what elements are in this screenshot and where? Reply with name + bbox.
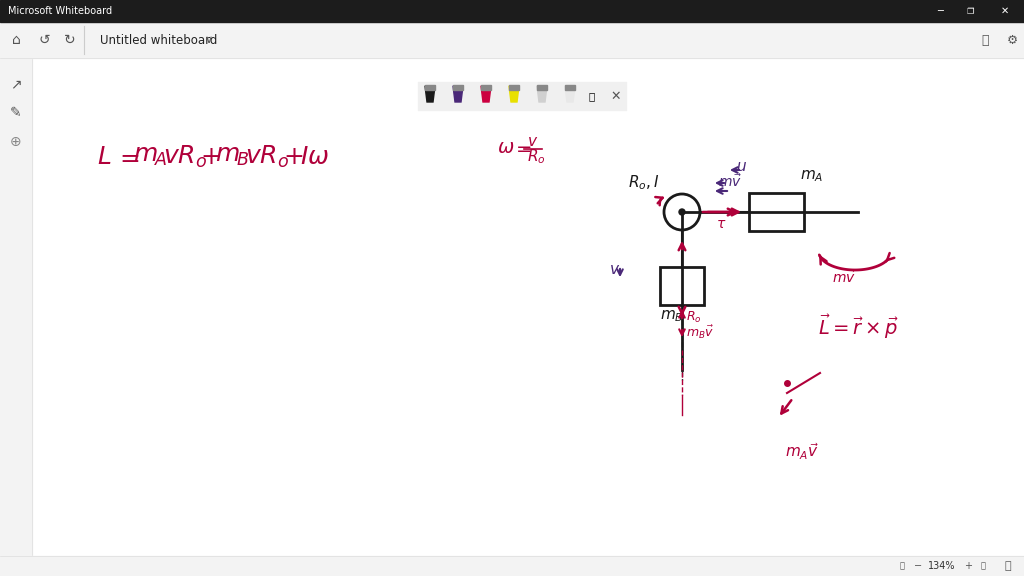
Text: $\tau$: $\tau$	[716, 217, 726, 231]
Polygon shape	[453, 86, 463, 102]
Bar	[425, 85, 435, 90]
Polygon shape	[565, 86, 575, 102]
Text: −: −	[914, 561, 922, 571]
Text: $v R_o$: $v R_o$	[163, 144, 207, 170]
Bar	[0, 58, 32, 556]
Text: ⌂: ⌂	[11, 33, 20, 47]
Bar	[0, 22, 1024, 58]
Text: $m\vec{v}$: $m\vec{v}$	[831, 270, 856, 286]
Text: 134%: 134%	[928, 561, 955, 571]
Text: ↺: ↺	[38, 33, 50, 47]
Polygon shape	[425, 86, 435, 102]
Bar	[509, 85, 519, 90]
Text: Microsoft Whiteboard: Microsoft Whiteboard	[8, 6, 112, 16]
Text: $m_{\!A}$: $m_{\!A}$	[133, 146, 167, 169]
Bar	[749, 193, 804, 231]
Bar	[0, 556, 1024, 576]
Text: $R_o$: $R_o$	[527, 147, 546, 166]
Text: ↻: ↻	[65, 33, 76, 47]
Text: $v R_o$: $v R_o$	[245, 144, 289, 170]
Text: $R_o$: $R_o$	[686, 309, 701, 324]
Bar	[32, 58, 1024, 556]
Text: Untitled whiteboard: Untitled whiteboard	[100, 33, 217, 47]
Text: $L$: $L$	[97, 146, 112, 169]
Text: ✕: ✕	[610, 89, 622, 103]
Text: $m_B$: $m_B$	[660, 308, 683, 324]
Text: $=$: $=$	[512, 139, 532, 157]
Text: 🔍: 🔍	[589, 91, 595, 101]
Text: $m\vec{v}$: $m\vec{v}$	[718, 174, 742, 190]
Text: $I\omega$: $I\omega$	[300, 146, 329, 169]
Text: ─: ─	[937, 6, 943, 16]
Text: $v$: $v$	[609, 263, 621, 277]
Polygon shape	[481, 86, 490, 102]
Circle shape	[679, 209, 685, 215]
Text: ⚙: ⚙	[1007, 33, 1018, 47]
Text: ⊕: ⊕	[10, 135, 22, 149]
Bar	[453, 85, 463, 90]
Text: $R_o, I$: $R_o, I$	[628, 173, 659, 192]
Text: $+$: $+$	[283, 146, 303, 169]
Text: $m_A\vec{v}$: $m_A\vec{v}$	[785, 442, 819, 463]
Text: $m_A$: $m_A$	[800, 168, 823, 184]
Bar	[481, 85, 490, 90]
Text: $m_B\vec{v}$: $m_B\vec{v}$	[686, 323, 714, 340]
Text: $+$: $+$	[200, 146, 220, 169]
Text: ✎: ✎	[10, 106, 22, 120]
Text: 🔍: 🔍	[981, 562, 985, 570]
Text: 🔍: 🔍	[899, 562, 904, 570]
Text: ⛶: ⛶	[981, 33, 989, 47]
Text: ⤢: ⤢	[1005, 561, 1012, 571]
Text: $m_{\!B}$: $m_{\!B}$	[215, 146, 250, 169]
Text: $\omega$: $\omega$	[497, 139, 514, 157]
Text: $u$: $u$	[736, 160, 746, 174]
Bar	[565, 85, 575, 90]
Text: ✕: ✕	[1000, 6, 1009, 16]
Text: $=$: $=$	[115, 146, 140, 169]
Polygon shape	[537, 86, 547, 102]
Bar	[537, 85, 547, 90]
Text: ∨: ∨	[205, 35, 213, 45]
Polygon shape	[509, 86, 519, 102]
Bar	[660, 267, 705, 305]
Text: $v$: $v$	[527, 135, 539, 149]
Text: ↗: ↗	[10, 77, 22, 91]
Text: +: +	[964, 561, 972, 571]
Bar	[0, 0, 1024, 22]
Bar	[418, 82, 626, 110]
Text: ❐: ❐	[967, 6, 974, 16]
Text: $\vec{L} = \vec{r} \times \vec{p}$: $\vec{L} = \vec{r} \times \vec{p}$	[818, 313, 898, 341]
